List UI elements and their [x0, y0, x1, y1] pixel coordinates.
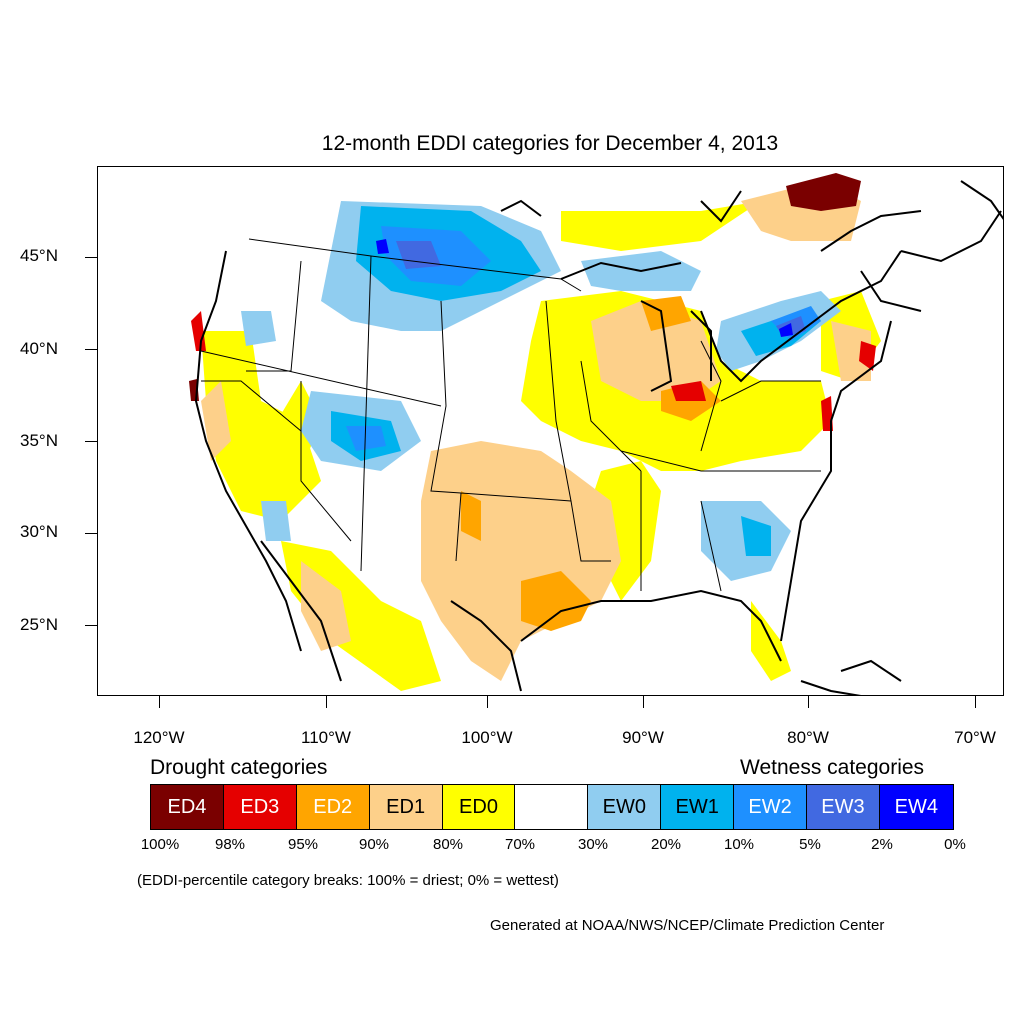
legend-cell-ed2: ED2: [296, 785, 370, 829]
break-label: 0%: [944, 836, 966, 853]
break-label: 20%: [650, 836, 682, 853]
credit-line: Generated at NOAA/NWS/NCEP/Climate Predi…: [490, 917, 885, 934]
lon-tick: [975, 696, 976, 708]
map-panel: [97, 166, 1004, 696]
legend-cell-ew0: EW0: [588, 785, 662, 829]
legend-cell-ed3: ED3: [223, 785, 297, 829]
legend-cell-ed4: ED4: [151, 785, 224, 829]
break-label: 90%: [358, 836, 390, 853]
break-label: 98%: [214, 836, 246, 853]
boundaries: [200, 238, 821, 592]
lat-tick: [85, 349, 97, 350]
lat-label: 30°N: [20, 522, 58, 541]
break-label: 70%: [504, 836, 536, 853]
lat-tick: [85, 533, 97, 534]
lon-tick: [643, 696, 644, 708]
lon-tick: [326, 696, 327, 708]
ed3-regions: [191, 311, 876, 431]
lat-tick: [85, 625, 97, 626]
category-note: (EDDI-percentile category breaks: 100% =…: [137, 872, 559, 889]
lat-label: 35°N: [20, 431, 58, 450]
break-label: 2%: [871, 836, 893, 853]
lat-tick: [85, 257, 97, 258]
lon-label: 80°W: [787, 728, 829, 747]
lon-label: 70°W: [954, 728, 996, 747]
eddi-map: [189, 173, 1003, 695]
lat-label: 40°N: [20, 339, 58, 358]
break-label: 10%: [723, 836, 755, 853]
break-label: 80%: [432, 836, 464, 853]
coastline: [194, 180, 1003, 695]
lon-tick: [159, 696, 160, 708]
lon-tick: [487, 696, 488, 708]
lon-label: 90°W: [622, 728, 664, 747]
wetness-heading: Wetness categories: [740, 756, 925, 779]
legend-cell-ew3: EW3: [807, 785, 880, 829]
break-label: 95%: [287, 836, 319, 853]
ew4-regions: [376, 239, 793, 337]
lon-label: 110°W: [301, 728, 351, 747]
legend-cell-ew1: EW1: [661, 785, 735, 829]
legend-cell-neutral: [515, 785, 589, 829]
legend-cell-ew4: EW4: [879, 785, 953, 829]
legend-cell-ew2: EW2: [734, 785, 808, 829]
drought-heading: Drought categories: [150, 756, 328, 779]
break-label: 100%: [140, 836, 180, 853]
legend-cell-ed1: ED1: [369, 785, 443, 829]
break-label: 5%: [799, 836, 821, 853]
lon-label: 120°W: [133, 728, 185, 747]
break-label: 30%: [577, 836, 609, 853]
lat-label: 25°N: [20, 615, 58, 634]
lon-label: 100°W: [461, 728, 513, 747]
lat-tick: [85, 441, 97, 442]
lon-tick: [808, 696, 809, 708]
lat-label: 45°N: [20, 246, 58, 265]
color-legend: ED4 ED3 ED2 ED1 ED0 EW0 EW1 EW2 EW3 EW4: [150, 784, 954, 830]
legend-cell-ed0: ED0: [442, 785, 516, 829]
map-title: 12-month EDDI categories for December 4,…: [321, 132, 779, 155]
